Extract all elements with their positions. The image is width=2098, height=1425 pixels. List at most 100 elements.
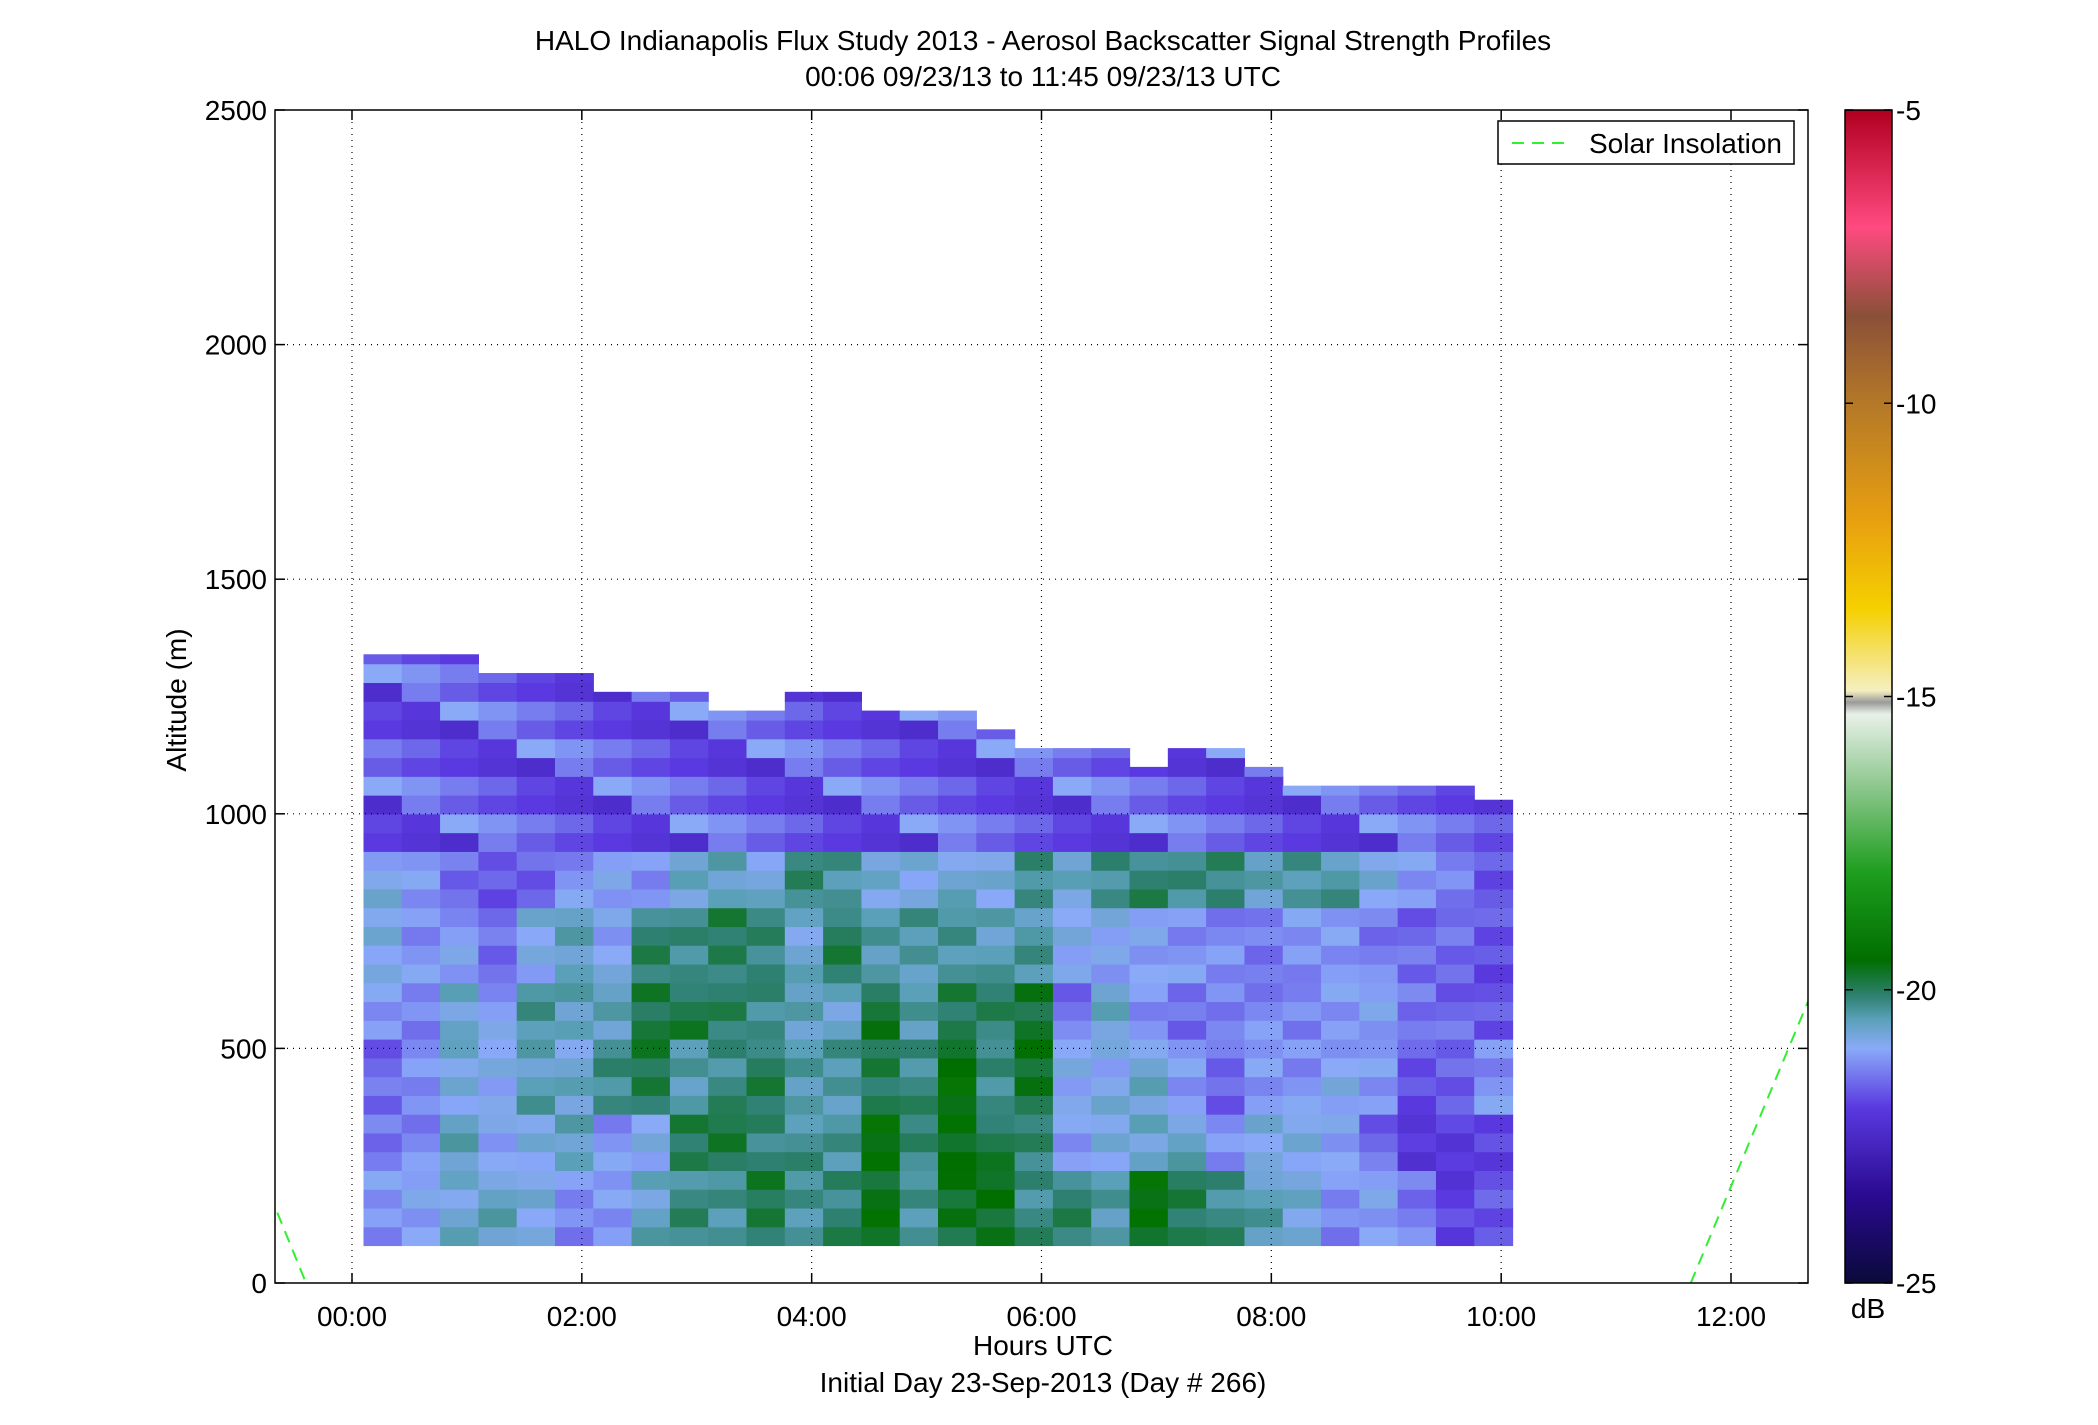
heatmap-cell xyxy=(516,907,556,928)
heatmap-cell xyxy=(784,1226,824,1247)
heatmap-cell xyxy=(478,701,518,721)
heatmap-cell xyxy=(1321,1207,1360,1228)
heatmap-cell xyxy=(708,1020,748,1040)
y-tick-label: 1000 xyxy=(205,799,267,830)
heatmap-cell xyxy=(708,1001,748,1021)
heatmap-cell xyxy=(708,1057,748,1078)
heatmap-cell xyxy=(1052,776,1092,796)
heatmap-cell xyxy=(593,1132,633,1153)
heatmap-cell xyxy=(861,1132,901,1153)
heatmap-cell xyxy=(1091,1151,1131,1171)
heatmap-cell xyxy=(1282,982,1322,1003)
heatmap-cell xyxy=(1321,982,1360,1003)
heatmap-cell xyxy=(1244,1057,1284,1078)
heatmap-cell xyxy=(1014,851,1054,871)
heatmap-cell xyxy=(1435,1189,1475,1209)
heatmap-cell xyxy=(478,832,518,852)
heatmap-cell xyxy=(746,832,786,852)
heatmap-cell xyxy=(1129,851,1169,871)
heatmap-cell xyxy=(593,1020,633,1040)
heatmap-cell xyxy=(1282,1039,1322,1059)
y-tick-label: 0 xyxy=(251,1268,267,1299)
heatmap-cell xyxy=(478,963,518,984)
heatmap-cell xyxy=(478,682,518,702)
heatmap-cell xyxy=(1091,748,1131,759)
heatmap-cell xyxy=(976,926,1016,946)
heatmap-cell xyxy=(899,1095,939,1115)
heatmap-cell xyxy=(1206,1039,1246,1059)
heatmap-cell xyxy=(1474,1020,1514,1040)
heatmap-cell xyxy=(784,870,824,890)
heatmap-cell xyxy=(1091,945,1131,965)
heatmap-cell xyxy=(1282,907,1322,928)
heatmap-cell xyxy=(440,701,479,721)
heatmap-cell xyxy=(516,1020,556,1040)
heatmap-cell xyxy=(708,738,748,759)
heatmap-cell xyxy=(1091,851,1131,871)
heatmap-cell xyxy=(1321,907,1360,928)
heatmap-cell xyxy=(593,1114,633,1134)
heatmap-cell xyxy=(899,1132,939,1153)
heatmap-cell xyxy=(593,945,633,965)
heatmap-cell xyxy=(363,1170,403,1190)
heatmap-cell xyxy=(516,1039,556,1059)
heatmap-cell xyxy=(478,757,518,777)
heatmap-cell xyxy=(1129,1189,1169,1209)
heatmap-cell xyxy=(1244,870,1284,890)
heatmap-cell xyxy=(938,1170,977,1190)
heatmap-cell xyxy=(1052,757,1092,777)
heatmap-cell xyxy=(938,1226,977,1247)
heatmap-cell xyxy=(1244,795,1284,815)
heatmap-cell xyxy=(631,1001,671,1021)
heatmap-cell xyxy=(1282,1095,1322,1115)
heatmap-cell xyxy=(1206,1095,1246,1115)
heatmap-cell xyxy=(1014,1057,1054,1078)
heatmap-cell xyxy=(1091,982,1131,1003)
heatmap-cell xyxy=(1129,888,1169,909)
heatmap-cell xyxy=(669,795,709,815)
heatmap-cell xyxy=(899,1057,939,1078)
heatmap-cell xyxy=(1244,851,1284,871)
heatmap-cell xyxy=(1321,1001,1360,1021)
heatmap-cell xyxy=(593,1207,633,1228)
heatmap-cell xyxy=(976,1095,1016,1115)
heatmap-cell xyxy=(1244,813,1284,834)
heatmap-cell xyxy=(1359,982,1399,1003)
heatmap-cell xyxy=(1282,785,1322,796)
heatmap-cell xyxy=(823,1001,863,1021)
heatmap-cell xyxy=(478,1170,518,1190)
heatmap-cell xyxy=(1244,982,1284,1003)
heatmap-cell xyxy=(363,813,403,834)
heatmap-cell xyxy=(631,757,671,777)
heatmap-cell xyxy=(1321,1151,1360,1171)
heatmap-cell xyxy=(363,1114,403,1134)
heatmap-cell xyxy=(401,1189,441,1209)
heatmap-cell xyxy=(1282,926,1322,946)
heatmap-cell xyxy=(899,832,939,852)
heatmap-cell xyxy=(708,851,748,871)
heatmap-cell xyxy=(976,1132,1016,1153)
heatmap-cell xyxy=(899,1151,939,1171)
heatmap-cell xyxy=(440,945,479,965)
heatmap-cell xyxy=(1091,870,1131,890)
colorbar-tick-label: -5 xyxy=(1896,95,1921,126)
heatmap-cell xyxy=(1435,785,1475,796)
heatmap-cell xyxy=(363,907,403,928)
heatmap-cell xyxy=(669,691,709,702)
heatmap-cell xyxy=(631,832,671,852)
heatmap-cell xyxy=(746,907,786,928)
heatmap-cell xyxy=(1129,766,1169,777)
heatmap-cell xyxy=(516,1189,556,1209)
heatmap-cell xyxy=(1014,963,1054,984)
heatmap-cell xyxy=(440,1095,479,1115)
heatmap-cell xyxy=(669,1132,709,1153)
heatmap-cell xyxy=(1129,1057,1169,1078)
heatmap-cell xyxy=(1206,963,1246,984)
heatmap-cell xyxy=(555,1039,594,1059)
heatmap-cell xyxy=(1206,832,1246,852)
heatmap-cell xyxy=(746,719,786,740)
heatmap-cell xyxy=(478,1189,518,1209)
heatmap-cell xyxy=(823,963,863,984)
heatmap-cell xyxy=(440,832,479,852)
heatmap-cell xyxy=(593,813,633,834)
